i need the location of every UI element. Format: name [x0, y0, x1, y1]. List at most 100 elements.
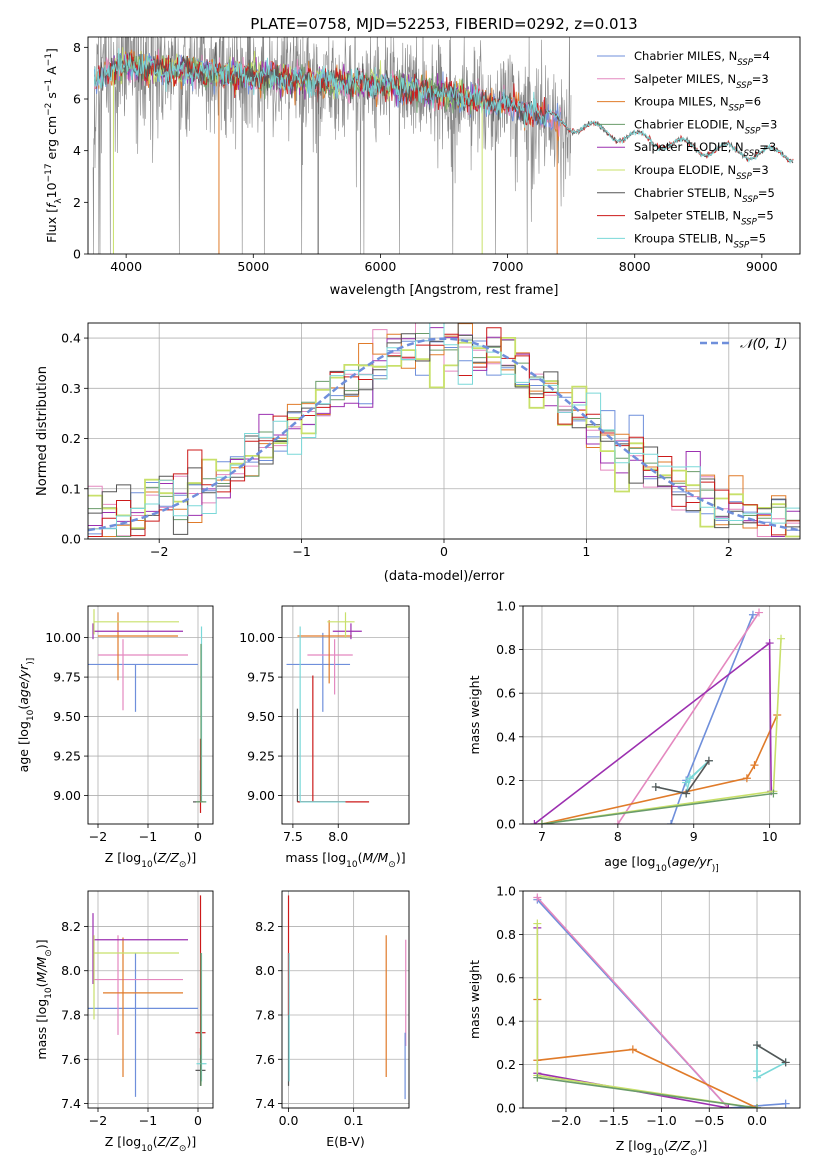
label-part: ( [153, 850, 158, 865]
y-tick-label: 0.4 [496, 1014, 516, 1029]
mass_vs_Z-axes: −2 −1 0 7.4 7.6 7.8 8.0 8.2 [61, 890, 214, 1128]
x-axis-label: (data-model)/error [384, 569, 505, 584]
y-tick-label: 9.50 [53, 709, 81, 724]
legend-label-main: Chabrier MILES, N [634, 49, 737, 63]
label-part: 10 [141, 860, 153, 870]
weight-marker-kroupa_miles [742, 774, 751, 783]
y-tick-label: 7.8 [255, 1008, 275, 1023]
legend-label-main: Salpeter MILES, N [634, 72, 736, 86]
x-tick-label: −1 [139, 1113, 157, 1128]
x-axis-label: age [log10(age/yr)] [604, 854, 719, 874]
label-part: −1 [44, 53, 54, 66]
y-tick-label: 9.50 [247, 709, 275, 724]
y-tick-label: 4 [73, 143, 81, 158]
label-part: M/M [363, 850, 389, 865]
legend-label-main: Chabrier STELIB, N [634, 186, 742, 200]
x-tick-label: 7 [538, 829, 546, 844]
label-part: ⊙ [179, 860, 187, 870]
legend-label: Salpeter STELIB, NSSP=5 [634, 209, 774, 228]
label-part: −17 [44, 163, 54, 182]
y-tick-label: 1.0 [496, 884, 516, 899]
y-tick-label: 9.75 [247, 670, 275, 685]
label-part: 10 [44, 182, 59, 198]
label-part: ( [34, 982, 49, 987]
y-tick-label: 0.0 [496, 817, 516, 832]
legend-label-tail: =6 [744, 95, 761, 109]
y-axis-label: mass weight [467, 960, 482, 1039]
legend-label-sub: SSP [736, 81, 752, 91]
y-tick-label: 10.00 [45, 630, 81, 645]
label-part: Z/Z [157, 850, 180, 865]
residuals-plot-area [88, 323, 800, 538]
age_vs_Z-plot-area [88, 609, 207, 813]
label-part: ( [664, 1138, 669, 1153]
label-part: 10 [44, 987, 54, 999]
y-tick-label: 2 [73, 195, 81, 210]
weight-marker-chabrier_miles [748, 610, 757, 619]
label-part: )] [712, 864, 719, 874]
x-tick-label: 9000 [746, 259, 778, 274]
weight-marker-chabrier_elodie [537, 820, 546, 824]
weight-marker-salpeter_elodie [765, 639, 774, 648]
y-tick-label: 0.2 [496, 1057, 516, 1072]
label-part: mass [log [285, 850, 346, 865]
weight_vs_age-plot-area [530, 608, 786, 824]
label-part: 10 [655, 864, 667, 874]
y-tick-label: 8.2 [61, 919, 81, 934]
label-part: M/M [34, 956, 49, 982]
weight-marker-chabrier_stelib [651, 782, 660, 791]
x-tick-label: 0.0 [747, 1113, 767, 1128]
weight-marker-chabrier_stelib [682, 789, 691, 798]
y-tick-label: 7.6 [255, 1052, 275, 1067]
y-tick-label: 0.4 [61, 331, 81, 346]
weight-marker-kroupa_miles [750, 761, 759, 770]
y-tick-label: 8 [73, 40, 81, 55]
x-tick-label: −2 [89, 1113, 107, 1128]
weight-marker-kroupa_miles [628, 1045, 637, 1054]
legend-label: Chabrier MILES, NSSP=4 [634, 49, 770, 68]
label-part: 10 [346, 860, 358, 870]
x-tick-label: 8000 [619, 259, 651, 274]
label-part: ⊙ [44, 949, 54, 957]
label-part: ⊙ [690, 1148, 698, 1158]
label-part: mass [log [34, 999, 49, 1060]
legend-label-tail: =5 [758, 186, 775, 200]
label-part: Z/Z [157, 1134, 180, 1149]
mass_vs_ebv-frame [281, 890, 410, 1109]
x-tick-label: 7.5 [283, 829, 303, 844]
spectrum-axes: 4000 5000 6000 7000 8000 9000 0 2 4 6 8 [73, 36, 801, 274]
weight-marker-chabrier_elodie [753, 1104, 762, 1108]
hist-chabrier_elodie [88, 333, 800, 537]
legend-label-tail: =3 [752, 163, 769, 177]
spectrum-plot-area [92, 37, 794, 254]
age_vs_Z-axes: −2 −1 0 9.00 9.25 9.50 9.75 10.00 [45, 605, 214, 844]
x-tick-label: 8.0 [328, 829, 348, 844]
y-axis-label: Normed distribution [35, 366, 50, 496]
hist-kroupa_elodie [88, 337, 800, 538]
weight-marker-kroupa_stelib [685, 774, 694, 783]
weight-line-chabrier_elodie [537, 1076, 758, 1108]
y-tick-label: 8.0 [255, 963, 275, 978]
legend-label-sub: SSP [736, 172, 752, 182]
label-part: Z/Z [668, 1138, 691, 1153]
residuals-frame [87, 322, 801, 540]
weight-marker-chabrier_elodie [769, 789, 778, 798]
legend-label-tail: =3 [752, 72, 769, 86]
legend-label-sub: SSP [734, 240, 750, 250]
label-part: )] [34, 939, 49, 949]
weight-marker-salpeter_miles [613, 820, 622, 824]
y-tick-label: 0.3 [61, 381, 81, 396]
weight-marker-chabrier_stelib [781, 1058, 790, 1067]
label-part: Flux [ [44, 208, 59, 243]
label-part: age/yr [672, 854, 713, 869]
y-tick-label: 0.8 [496, 927, 516, 942]
weight-marker-kroupa_elodie [533, 919, 542, 928]
legend-label-sub: SSP [729, 104, 745, 114]
label-part: age/yr [16, 664, 31, 705]
normal-curve [88, 337, 800, 532]
legend-label-sub: SSP [737, 58, 753, 68]
x-tick-label: −2 [89, 829, 107, 844]
x-tick-label: 0 [194, 1113, 202, 1128]
label-part: ( [667, 854, 672, 869]
y-tick-label: 7.4 [255, 1096, 275, 1111]
